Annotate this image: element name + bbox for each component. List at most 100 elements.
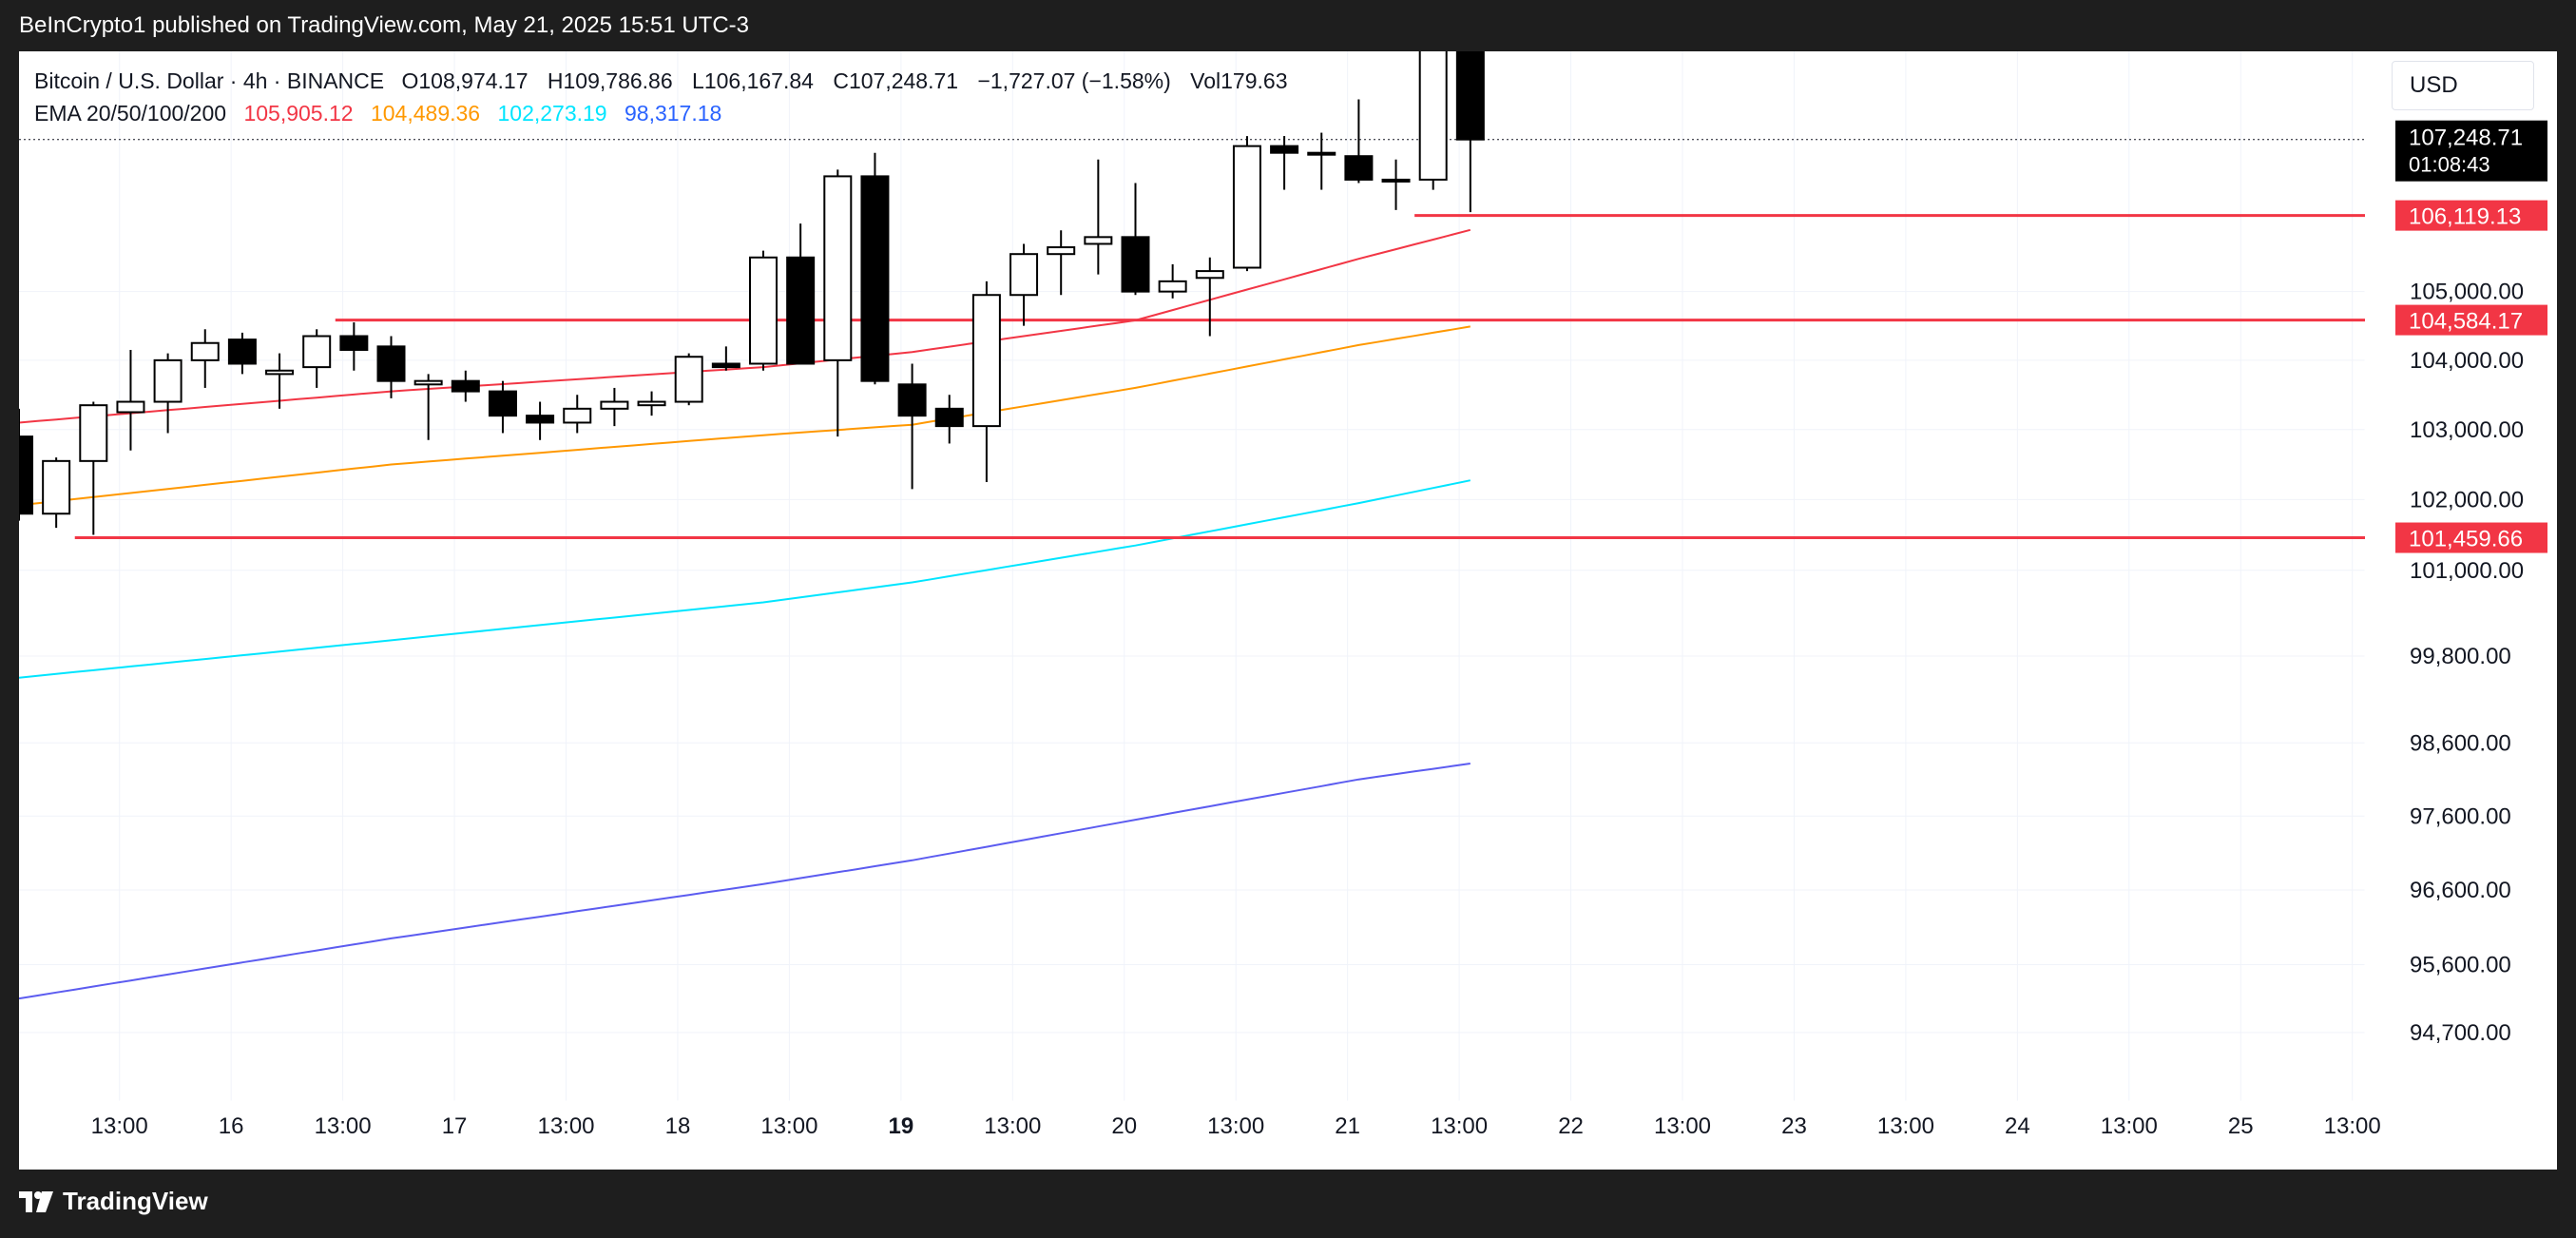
candle-body — [749, 256, 778, 365]
ema-100-value: 102,273.19 — [497, 101, 607, 126]
candle — [971, 280, 1001, 482]
candle-body — [153, 358, 183, 403]
candle — [600, 387, 629, 427]
candle — [1009, 243, 1039, 326]
price-tick-label: 102,000.00 — [2410, 487, 2524, 513]
last-price-badge — [2395, 120, 2547, 182]
candle — [860, 152, 890, 385]
candle-body — [42, 459, 71, 515]
candle-body — [711, 362, 740, 369]
level-price-badge — [2395, 200, 2547, 231]
time-tick-label: 20 — [1111, 1113, 1137, 1139]
time-tick-label: 13:00 — [91, 1113, 148, 1139]
bar-countdown-label: 01:08:43 — [2409, 153, 2490, 177]
candle-body — [860, 175, 890, 382]
time-tick-label: 13:00 — [760, 1113, 817, 1139]
publisher-text: BeInCrypto1 published on TradingView.com… — [19, 12, 749, 38]
candle — [786, 223, 816, 365]
ema-200-value: 98,317.18 — [625, 101, 722, 126]
change-value: −1,727.07 (−1.58%) — [977, 68, 1171, 93]
candle — [1270, 136, 1299, 190]
candle-body — [1344, 155, 1374, 181]
ema-20-value: 105,905.12 — [243, 101, 354, 126]
price-tick-label: 105,000.00 — [2410, 280, 2524, 305]
candle — [1381, 159, 1411, 210]
price-tick-label: 98,600.00 — [2410, 730, 2511, 756]
candle — [749, 250, 778, 371]
candle-body — [302, 335, 332, 369]
ema-50-value: 104,489.36 — [370, 101, 481, 126]
footer-bar: TradingView — [0, 1170, 2576, 1238]
candle-body — [1158, 280, 1187, 293]
grid-lines — [19, 51, 2365, 1101]
ema-100-line — [19, 479, 1471, 679]
candle — [823, 169, 853, 437]
time-axis: 513:001613:001713:001813:001913:002013:0… — [91, 1113, 2381, 1139]
candle-body — [786, 256, 816, 365]
candle-body — [1307, 151, 1336, 156]
low-value: L106,167.84 — [692, 68, 814, 93]
level-price-badge — [2395, 522, 2547, 553]
tradingview-logo-icon — [19, 1190, 53, 1212]
candle — [153, 353, 183, 434]
candle — [1307, 132, 1336, 190]
candles-group — [19, 51, 1485, 535]
price-chart[interactable]: 109,000.00105,000.00104,000.00103,000.00… — [19, 51, 2557, 1170]
candle-body — [488, 390, 517, 417]
candle-body — [1121, 236, 1150, 293]
candle — [1195, 257, 1224, 337]
time-tick-label: 13:00 — [1207, 1113, 1264, 1139]
candle-body — [227, 339, 257, 365]
candle — [227, 332, 257, 375]
time-tick-label: 21 — [1335, 1113, 1360, 1139]
candle — [1232, 136, 1261, 272]
symbol-title[interactable]: Bitcoin / U.S. Dollar · 4h · BINANCE — [34, 68, 385, 93]
candle — [451, 370, 480, 402]
candle — [711, 346, 740, 371]
candle-body — [971, 294, 1001, 428]
candle-body — [637, 400, 666, 407]
ema-legend-row: EMA 20/50/100/200 105,905.12 104,489.36 … — [34, 97, 1301, 129]
candle — [339, 322, 369, 371]
candle-body — [823, 175, 853, 361]
candle-body — [563, 407, 592, 424]
price-axis: 109,000.00105,000.00104,000.00103,000.00… — [2410, 280, 2524, 1046]
candle — [302, 329, 332, 388]
price-tick-label: 94,700.00 — [2410, 1020, 2511, 1046]
publisher-header: BeInCrypto1 published on TradingView.com… — [0, 0, 2576, 51]
candle — [19, 408, 33, 521]
price-tick-label: 99,800.00 — [2410, 644, 2511, 669]
candle — [1158, 263, 1187, 299]
candle — [116, 349, 145, 451]
time-tick-label: 13:00 — [1431, 1113, 1488, 1139]
candle — [376, 336, 406, 398]
time-tick-label: 13:00 — [984, 1113, 1041, 1139]
candle-body — [1009, 253, 1039, 297]
price-tick-label: 101,000.00 — [2410, 558, 2524, 584]
chart-legend: Bitcoin / U.S. Dollar · 4h · BINANCE O10… — [34, 65, 1301, 129]
candle-body — [19, 435, 33, 515]
tradingview-logo[interactable]: TradingView — [19, 1187, 208, 1216]
ema-indicator-label[interactable]: EMA 20/50/100/200 — [34, 101, 227, 126]
candle-body — [1232, 145, 1261, 269]
currency-button[interactable]: USD — [2392, 61, 2534, 110]
candle-body — [1381, 178, 1411, 183]
candle-body — [674, 356, 703, 403]
time-tick-label: 19 — [889, 1113, 914, 1139]
chart-panel[interactable]: 109,000.00105,000.00104,000.00103,000.00… — [19, 51, 2557, 1170]
candle — [1418, 51, 1448, 190]
time-tick-label: 13:00 — [2101, 1113, 2158, 1139]
candle — [897, 363, 927, 490]
candle — [79, 401, 108, 535]
level-price-label: 101,459.66 — [2409, 527, 2523, 552]
candle — [674, 353, 703, 406]
candle-body — [116, 400, 145, 414]
candle — [413, 374, 443, 440]
volume-value: Vol179.63 — [1190, 68, 1288, 93]
time-tick-label: 13:00 — [1877, 1113, 1934, 1139]
candle-body — [600, 400, 629, 410]
candle-body — [413, 379, 443, 386]
time-tick-label: 16 — [219, 1113, 244, 1139]
candle-body — [1084, 236, 1113, 245]
candle-body — [1455, 51, 1485, 141]
